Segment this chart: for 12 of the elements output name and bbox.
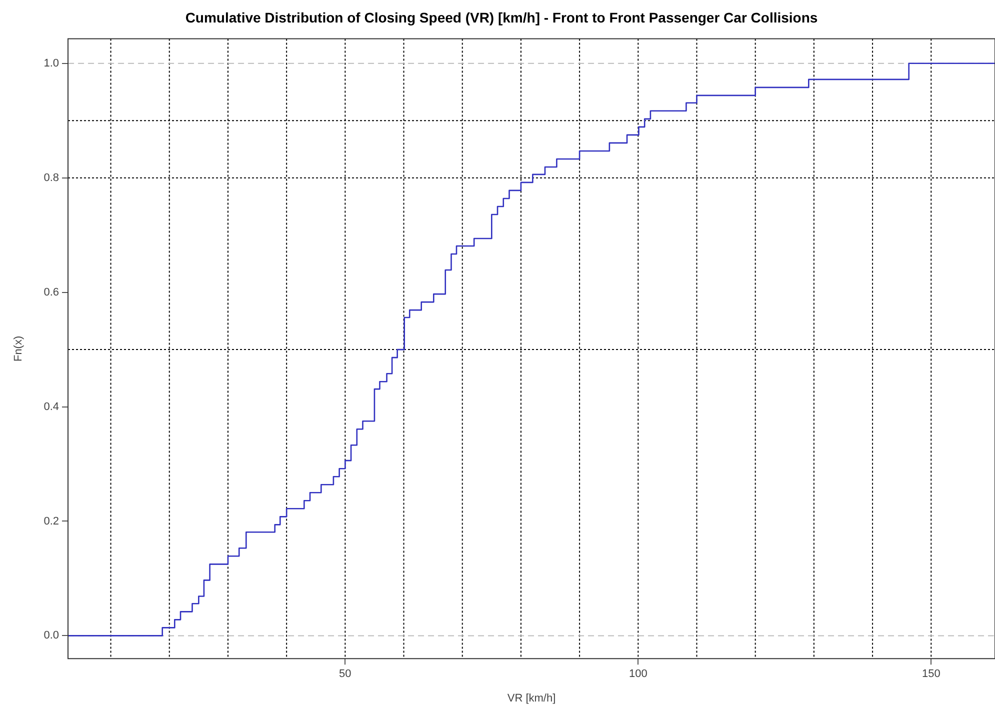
chart-title: Cumulative Distribution of Closing Speed (VR) [km/h] - Front to Front Passenger Car Collisions <box>185 9 818 26</box>
y-tick-label: 0.6 <box>44 286 59 298</box>
y-tick-label: 0.4 <box>44 400 59 413</box>
y-tick-label: 0.0 <box>44 630 59 642</box>
x-axis-title: VR [km/h] <box>507 692 556 704</box>
y-tick-label: 0.8 <box>44 172 59 184</box>
y-axis-title: Fn(x) <box>12 336 25 362</box>
x-tick-label: 100 <box>628 668 648 680</box>
y-tick-label: 1.0 <box>44 57 59 70</box>
y-tick-label: 0.2 <box>44 515 59 528</box>
x-tick-label: 150 <box>922 668 940 680</box>
x-tick-label: 50 <box>339 668 352 680</box>
